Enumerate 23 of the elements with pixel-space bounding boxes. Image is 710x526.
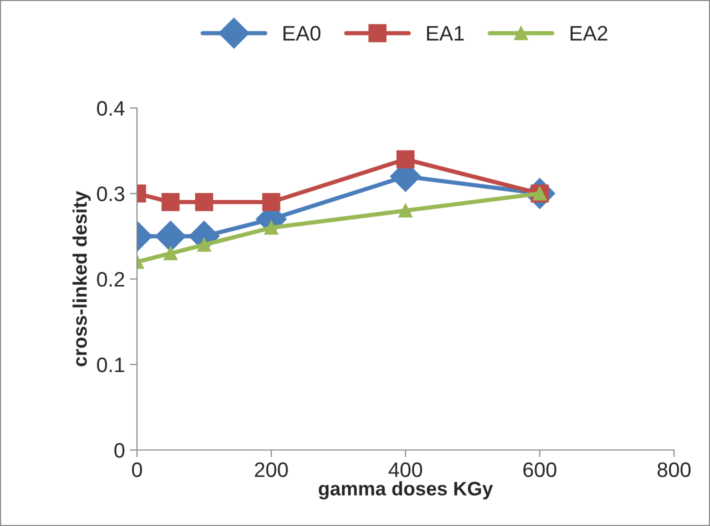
point bbox=[162, 193, 180, 212]
y-tick-label: 0.3 bbox=[97, 186, 124, 202]
point bbox=[398, 204, 412, 218]
point bbox=[197, 238, 212, 252]
legend-label: EA1 bbox=[427, 26, 464, 40]
point bbox=[262, 193, 280, 212]
x-tick-label: 800 bbox=[658, 462, 691, 478]
point bbox=[164, 246, 178, 260]
point bbox=[155, 220, 186, 252]
point bbox=[195, 193, 214, 212]
y-tick-label: 0.2 bbox=[97, 272, 124, 287]
x-tick-label: 0 bbox=[132, 462, 142, 478]
legend-label: EA0 bbox=[284, 26, 320, 41]
y-axis-title: cross-linked desity bbox=[72, 191, 91, 366]
x-tick-label: 400 bbox=[388, 462, 422, 478]
y-tick-label: 0 bbox=[114, 443, 124, 458]
x-tick-label: 600 bbox=[523, 462, 556, 478]
x-tick-label: 200 bbox=[254, 462, 288, 478]
x-axis-title: gamma doses KGy bbox=[318, 481, 493, 500]
y-tick-label: 0.1 bbox=[97, 358, 124, 372]
y-tick-label: 0.4 bbox=[97, 101, 125, 116]
point bbox=[396, 150, 415, 168]
legend-label: EA2 bbox=[570, 26, 608, 40]
